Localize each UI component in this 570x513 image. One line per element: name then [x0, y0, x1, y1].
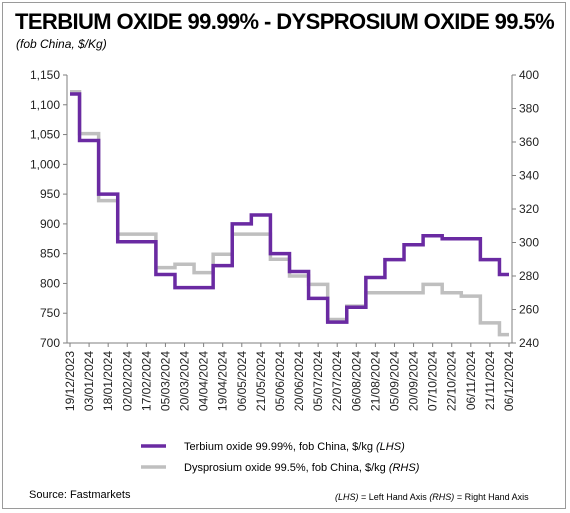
x-tick-label: 05/06/2024	[273, 351, 287, 411]
left-tick-label: 750	[40, 306, 60, 320]
x-tick-label: 04/04/2024	[197, 351, 211, 411]
terbium-series-line	[70, 92, 509, 324]
right-tick-label: 400	[519, 68, 539, 82]
x-tick-label: 20/09/2024	[407, 351, 421, 411]
legend-series-name: Terbium oxide 99.99%, fob China, $/kg	[184, 441, 376, 453]
x-tick-label: 21/08/2024	[368, 351, 382, 411]
right-tick-label: 260	[519, 303, 539, 317]
chart-frame: TERBIUM OXIDE 99.99% - DYSPROSIUM OXIDE …	[2, 2, 566, 509]
right-tick-label: 320	[519, 202, 539, 216]
x-tick-label: 06/11/2024	[464, 351, 478, 410]
x-tick-label: 02/02/2024	[120, 351, 134, 411]
right-tick-label: 340	[519, 169, 539, 183]
left-tick-label: 1,150	[30, 68, 60, 82]
left-tick-label: 850	[40, 247, 60, 261]
source-note: Source: Fastmarkets	[29, 489, 131, 501]
x-tick-label: 19/04/2024	[216, 351, 230, 411]
x-tick-label: 06/05/2024	[235, 351, 249, 411]
x-tick-label: 07/10/2024	[426, 351, 440, 411]
x-tick-label: 20/06/2024	[292, 351, 306, 411]
left-tick-label: 800	[40, 276, 60, 290]
left-tick-label: 950	[40, 187, 60, 201]
axis-note: (LHS) = Left Hand Axis (RHS) = Right Han…	[335, 492, 529, 502]
x-tick-label: 06/12/2024	[502, 351, 516, 411]
x-tick-label: 20/03/2024	[178, 351, 192, 411]
legend-label-terbium: Terbium oxide 99.99%, fob China, $/kg (L…	[184, 441, 405, 453]
x-tick-label: 05/07/2024	[311, 351, 325, 411]
x-tick-label: 21/11/2024	[483, 351, 497, 410]
lhs-abbrev: (LHS)	[335, 492, 359, 502]
legend-axis-note: (RHS)	[389, 462, 420, 474]
x-tick-label: 21/05/2024	[254, 351, 268, 411]
x-tick-label: 06/08/2024	[349, 351, 363, 411]
x-tick-label: 18/01/2024	[101, 351, 115, 411]
right-tick-label: 240	[519, 336, 539, 350]
x-tick-label: 17/02/2024	[139, 351, 153, 411]
x-tick-label: 05/03/2024	[158, 351, 172, 411]
left-tick-label: 700	[40, 336, 60, 350]
right-tick-label: 380	[519, 102, 539, 116]
rhs-abbrev: (RHS)	[429, 492, 455, 502]
x-tick-label: 19/12/2023	[63, 351, 77, 411]
x-tick-label: 05/09/2024	[387, 351, 401, 411]
left-tick-label: 900	[40, 217, 60, 231]
legend-axis-note: (LHS)	[376, 441, 405, 453]
legend-label-dysprosium: Dysprosium oxide 99.5%, fob China, $/kg …	[184, 462, 420, 474]
right-tick-label: 360	[519, 135, 539, 149]
lhs-explanation: = Left Hand Axis	[358, 492, 430, 502]
x-tick-label: 22/10/2024	[445, 351, 459, 411]
dysprosium-series-line	[70, 90, 509, 337]
x-tick-label: 22/07/2024	[330, 351, 344, 411]
chart-title: TERBIUM OXIDE 99.99% - DYSPROSIUM OXIDE …	[15, 9, 555, 34]
right-tick-label: 300	[519, 236, 539, 250]
right-tick-label: 280	[519, 269, 539, 283]
left-tick-label: 1,050	[30, 128, 60, 142]
rhs-explanation: = Right Hand Axis	[454, 492, 529, 502]
left-tick-label: 1,100	[30, 98, 60, 112]
legend-series-name: Dysprosium oxide 99.5%, fob China, $/kg	[184, 462, 389, 474]
x-tick-label: 03/01/2024	[82, 351, 96, 411]
chart-subtitle: (fob China, $/Kg)	[16, 37, 107, 51]
left-tick-label: 1,000	[30, 157, 60, 171]
